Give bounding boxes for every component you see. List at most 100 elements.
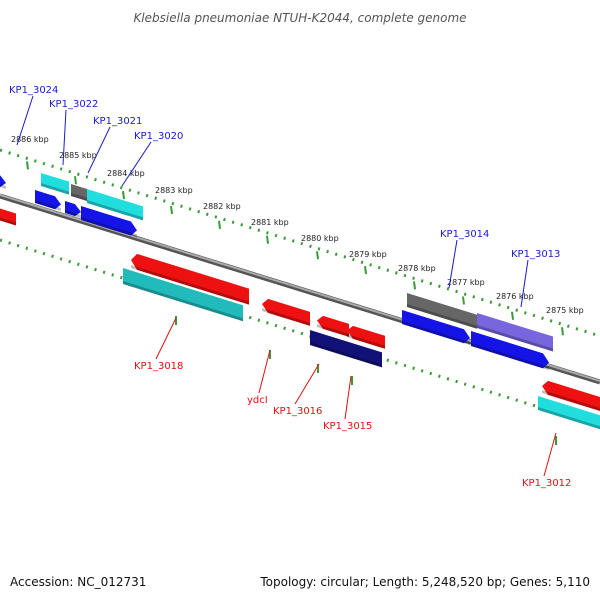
tick-dot-tracks (0, 148, 600, 428)
gene-red-e (347, 325, 385, 349)
gene-ydcI (262, 298, 310, 326)
gene-label-top: KP1_3013 (511, 249, 560, 260)
dot-track-lower (0, 238, 600, 428)
gene-body (131, 253, 249, 305)
gene-shadow (402, 321, 470, 346)
gene-body (538, 396, 600, 430)
kbp-label: 2885 kbp (59, 151, 97, 160)
kbp-tick (364, 266, 367, 275)
gene-label-top: KP1_3022 (49, 99, 98, 110)
kbp-label: 2886 kbp (11, 135, 49, 144)
gene-shadow (477, 325, 553, 352)
leader-line (448, 239, 458, 289)
gene-KP1_3014 (407, 293, 477, 329)
gene-shadow (87, 200, 143, 221)
gene-blue-b (65, 201, 81, 218)
gene-body (310, 330, 382, 368)
gene-label-top: KP1_3020 (134, 131, 183, 142)
leader-line (87, 126, 111, 174)
kbp-label: 2879 kbp (349, 250, 387, 259)
gene-shadow (471, 343, 549, 371)
gene-label-bottom: KP1_3016 (273, 406, 322, 417)
gene-body (407, 293, 477, 329)
kbp-label: 2882 kbp (203, 202, 241, 211)
gene-body (542, 380, 600, 411)
gene-labels: KP1_3024 KP1_3022 KP1_3021 KP1_3020 KP1_3014… (9, 85, 571, 489)
dot-track-upper (0, 148, 600, 338)
leader-line (258, 349, 271, 394)
kbp-tick (266, 235, 269, 244)
gene-shadow (41, 183, 69, 195)
kbp-label: 2876 kbp (496, 292, 534, 301)
leader-line (294, 363, 320, 405)
gene-KP1_3015 (310, 330, 382, 368)
gene-body (87, 189, 143, 221)
gene-shadow (131, 265, 249, 305)
gene-label-top: KP1_3024 (9, 85, 58, 96)
gene-body (81, 206, 137, 236)
kbp-tick (74, 176, 77, 185)
kbp-ruler: 2886 kbp 2885 kbp 2884 kbp 2883 kbp 2882 kbp… (11, 135, 584, 445)
gene-body (471, 331, 549, 369)
gene-KP1_3022 (41, 173, 69, 195)
gene-body (0, 175, 6, 188)
gene-KP1_3024 (0, 175, 6, 189)
gene-shadow (65, 210, 81, 218)
gene-shadow (262, 308, 310, 326)
gene-shadow (81, 217, 137, 238)
kbp-label: 2880 kbp (301, 234, 339, 243)
gene-blue-a (35, 190, 61, 212)
gene-body (41, 173, 69, 195)
accession-text: Accession: NC_012731 (10, 575, 146, 589)
gene-body (123, 268, 243, 322)
gene-KP1_3020 (81, 206, 137, 238)
gene-label-top: KP1_3021 (93, 116, 142, 127)
gene-KP1_3021 (87, 189, 143, 221)
gene-body (262, 298, 310, 326)
kbp-tick (413, 281, 416, 290)
gene-shadow (407, 304, 477, 329)
gene-KP1_3018 (131, 253, 249, 305)
kbp-tick (26, 161, 29, 170)
gene-body (35, 190, 61, 210)
gene-body (317, 315, 349, 337)
leader-line (155, 317, 177, 360)
gene-body (0, 208, 16, 226)
gene-red-left (0, 208, 16, 226)
gene-label-bottom: ydcI (247, 395, 268, 406)
genome-title: Klebsiella pneumoniae NTUH-K2044, comple… (133, 11, 466, 25)
gene-label-top: KP1_3014 (440, 229, 489, 240)
gene-label-bottom: KP1_3015 (323, 421, 372, 432)
gene-shadow (0, 217, 16, 226)
gene-blue-d (471, 331, 549, 371)
gene-shadow (317, 324, 349, 337)
kbp-tick (316, 251, 319, 260)
gene-KP1_3012-cyan (538, 396, 600, 430)
leader-line (520, 259, 529, 308)
kbp-label: 2881 kbp (251, 218, 289, 227)
kbp-tick (122, 191, 125, 200)
kbp-tick (218, 220, 221, 230)
gene-shadow (542, 390, 600, 411)
gene-gray-small (71, 184, 87, 201)
kbp-label: 2883 kbp (155, 186, 193, 195)
kbp-label: 2877 kbp (447, 278, 485, 287)
leader-line (344, 375, 352, 420)
gene-body (477, 313, 553, 352)
gene-body (347, 325, 385, 349)
gene-body (402, 310, 470, 344)
kbp-label: 2884 kbp (107, 169, 145, 178)
gene-shadow (0, 184, 6, 189)
kbp-tick (561, 327, 564, 336)
gene-shadow (538, 407, 600, 430)
gene-label-bottom: KP1_3012 (522, 478, 571, 489)
gene-KP1_3016 (317, 315, 349, 337)
leader-line (16, 95, 34, 146)
leader-line (543, 432, 557, 477)
gene-shadow (71, 193, 87, 201)
leader-line (62, 109, 67, 166)
gene-KP1_3018-teal (123, 268, 243, 322)
leader-line (121, 141, 152, 187)
kbp-label: 2875 kbp (546, 306, 584, 315)
